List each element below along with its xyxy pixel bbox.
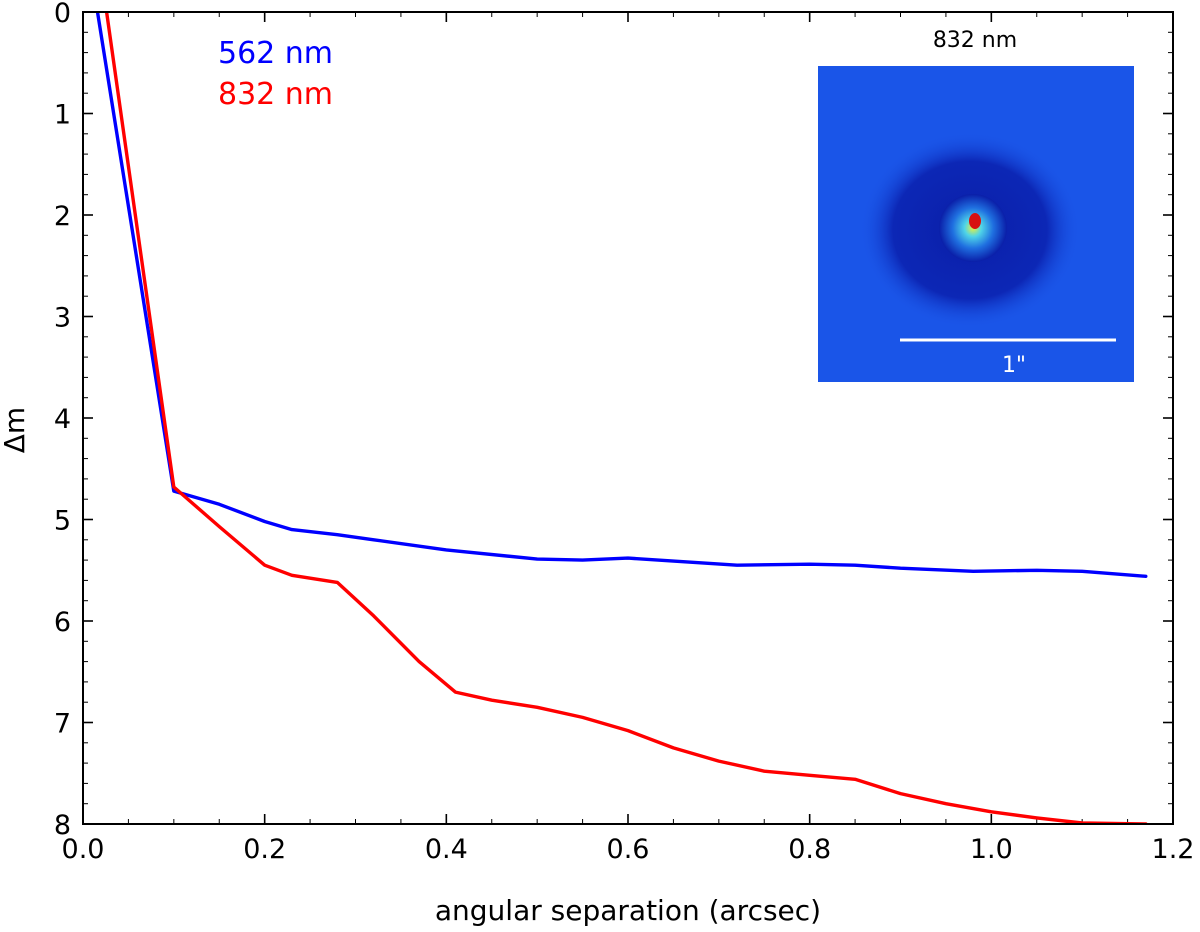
x-axis-label: angular separation (arcsec) bbox=[435, 894, 821, 927]
x-tick-label: 1.0 bbox=[970, 834, 1013, 865]
y-tick-label: 7 bbox=[54, 709, 71, 740]
y-tick-label: 6 bbox=[54, 607, 71, 638]
x-tick-label: 0.8 bbox=[788, 834, 831, 865]
series-layer bbox=[95, 11, 1148, 825]
y-tick-label: 2 bbox=[54, 201, 71, 232]
x-tick-label: 0.6 bbox=[607, 834, 650, 865]
inset-scale-label: 1" bbox=[1002, 353, 1026, 378]
y-tick-label: 3 bbox=[54, 303, 71, 334]
inset-core bbox=[969, 213, 981, 229]
axis-ticks: 0.0 0.2 0.4 0.6 0.8 1.0 1.2 0 1 2 3 4 5 6 7 8 bbox=[54, 0, 1195, 865]
x-tick-label: 0.4 bbox=[425, 834, 468, 865]
legend-entry-562nm: 562 nm bbox=[218, 36, 333, 71]
series-line-562-nm bbox=[95, 11, 1148, 578]
x-tick-label: 1.2 bbox=[1152, 834, 1195, 865]
inset-title: 832 nm bbox=[933, 28, 1017, 53]
x-tick-label: 0.2 bbox=[243, 834, 286, 865]
y-tick-label: 5 bbox=[54, 506, 71, 537]
y-tick-label: 8 bbox=[54, 810, 71, 841]
y-tick-label: 1 bbox=[54, 100, 71, 131]
plot-frame bbox=[82, 11, 1174, 825]
plot-area bbox=[95, 11, 1148, 825]
legend-entry-832nm: 832 nm bbox=[218, 77, 333, 112]
inset-image: 1" bbox=[818, 66, 1134, 382]
y-tick-label: 0 bbox=[54, 0, 71, 29]
y-tick-label: 4 bbox=[54, 404, 71, 435]
y-axis-label: Δm bbox=[0, 407, 31, 453]
x-tick-label: 0.0 bbox=[62, 834, 105, 865]
series-line-832-nm bbox=[104, 11, 1148, 825]
